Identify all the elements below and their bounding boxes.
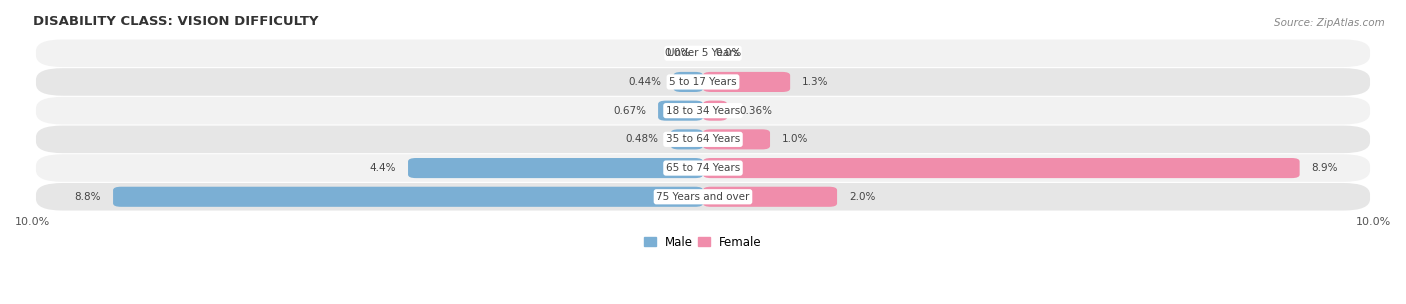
- Text: 2.0%: 2.0%: [849, 192, 876, 202]
- FancyBboxPatch shape: [703, 187, 837, 207]
- Text: 0.0%: 0.0%: [716, 48, 741, 58]
- FancyBboxPatch shape: [671, 129, 703, 149]
- FancyBboxPatch shape: [703, 72, 790, 92]
- Text: 65 to 74 Years: 65 to 74 Years: [666, 163, 740, 173]
- FancyBboxPatch shape: [112, 187, 703, 207]
- Text: 0.67%: 0.67%: [613, 106, 645, 116]
- FancyBboxPatch shape: [673, 72, 703, 92]
- Text: 1.3%: 1.3%: [803, 77, 828, 87]
- FancyBboxPatch shape: [703, 158, 1299, 178]
- FancyBboxPatch shape: [37, 154, 1369, 182]
- FancyBboxPatch shape: [703, 101, 727, 121]
- Text: DISABILITY CLASS: VISION DIFFICULTY: DISABILITY CLASS: VISION DIFFICULTY: [32, 15, 318, 28]
- Text: 4.4%: 4.4%: [370, 163, 396, 173]
- Text: 0.48%: 0.48%: [626, 134, 659, 144]
- Text: Under 5 Years: Under 5 Years: [666, 48, 740, 58]
- FancyBboxPatch shape: [37, 183, 1369, 211]
- FancyBboxPatch shape: [37, 97, 1369, 124]
- Legend: Male, Female: Male, Female: [640, 231, 766, 254]
- Text: 35 to 64 Years: 35 to 64 Years: [666, 134, 740, 144]
- Text: 75 Years and over: 75 Years and over: [657, 192, 749, 202]
- Text: Source: ZipAtlas.com: Source: ZipAtlas.com: [1274, 18, 1385, 28]
- Text: 0.36%: 0.36%: [740, 106, 772, 116]
- FancyBboxPatch shape: [703, 129, 770, 149]
- Text: 5 to 17 Years: 5 to 17 Years: [669, 77, 737, 87]
- Text: 8.9%: 8.9%: [1312, 163, 1339, 173]
- FancyBboxPatch shape: [658, 101, 703, 121]
- Text: 18 to 34 Years: 18 to 34 Years: [666, 106, 740, 116]
- FancyBboxPatch shape: [37, 68, 1369, 96]
- Text: 0.0%: 0.0%: [665, 48, 690, 58]
- FancyBboxPatch shape: [408, 158, 703, 178]
- FancyBboxPatch shape: [37, 126, 1369, 153]
- Text: 0.44%: 0.44%: [628, 77, 661, 87]
- FancyBboxPatch shape: [37, 40, 1369, 67]
- Text: 8.8%: 8.8%: [75, 192, 101, 202]
- Text: 1.0%: 1.0%: [782, 134, 808, 144]
